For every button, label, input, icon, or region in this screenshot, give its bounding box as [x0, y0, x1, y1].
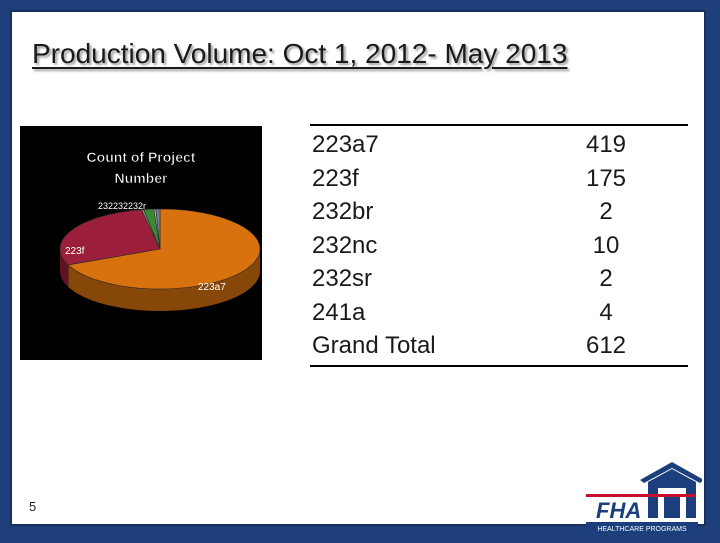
slide-title: Production Volume: Oct 1, 2012- May 2013 [32, 38, 568, 69]
pie-chart-svg: Count of Project Number 232232232r 223f … [59, 149, 261, 311]
pie-slice-223f [59, 209, 161, 266]
pie-depth [60, 249, 260, 311]
row-label: 223a7 [312, 131, 379, 158]
chart-title-line-2: Number [115, 170, 168, 186]
slide: Production Volume: Oct 1, 2012- May 2013… [10, 10, 706, 534]
label-small-slices: 232232232r [98, 201, 146, 211]
row-value: 175 [585, 164, 627, 192]
row-label: 232nc [312, 231, 378, 259]
row-value: 2 [599, 265, 613, 292]
table-row: 223a7 419 [310, 125, 688, 162]
row-value: 4 [599, 298, 613, 326]
pie-chart: Count of Project Number 232232232r 223f … [20, 126, 262, 360]
label-223a7: 223a7 [198, 282, 226, 293]
fha-logo-icon: FHA HEALTHCARE PROGRAMS [586, 462, 704, 534]
pie-side-223a7 [68, 249, 260, 311]
row-label: Grand Total [312, 332, 436, 359]
table-row: 232nc 10 [310, 229, 688, 263]
row-value: 2 [599, 198, 613, 225]
table-row: 223f 175 [310, 162, 688, 196]
volume-table: 223a7 419 223f 175 232br 2 232nc 10 232sr 2 241a 4 G… [310, 124, 688, 367]
fha-logo: FHA HEALTHCARE PROGRAMS [582, 452, 704, 543]
pie-top [59, 208, 261, 290]
row-label: 232sr [312, 265, 373, 292]
svg-text:HEALTHCARE PROGRAMS: HEALTHCARE PROGRAMS [597, 526, 687, 533]
row-value: 612 [585, 332, 627, 359]
svg-text:FHA: FHA [596, 498, 641, 523]
row-value: 419 [585, 131, 627, 158]
pie-slice-223a7 [67, 208, 261, 290]
table-row: 241a 4 [310, 296, 688, 330]
table-row: Grand Total 612 [310, 329, 688, 366]
table-row: 232br 2 [310, 195, 688, 229]
table-row: 232sr 2 [310, 262, 688, 296]
row-label: 223f [312, 164, 359, 192]
pie-slice-241a [155, 208, 161, 250]
page-number: 5 [29, 499, 37, 514]
row-value: 10 [592, 231, 620, 259]
label-223f: 223f [65, 246, 85, 257]
pie-side-223f [60, 249, 69, 287]
chart-title-line-1: Count of Project [87, 149, 196, 165]
row-label: 232br [312, 198, 374, 225]
row-label: 241a [312, 298, 366, 326]
